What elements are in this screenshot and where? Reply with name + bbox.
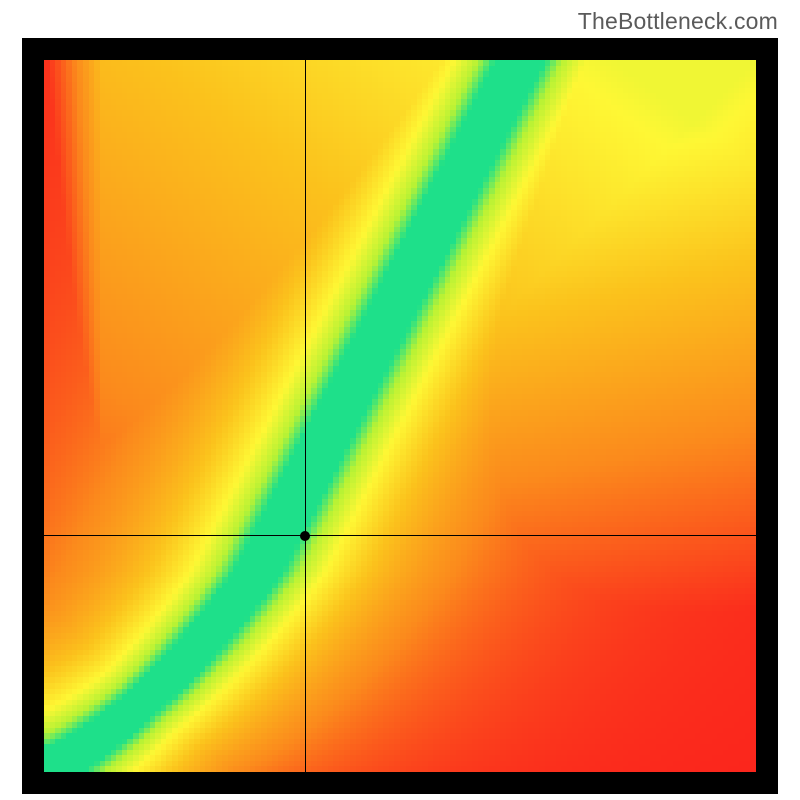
- crosshair-vertical: [305, 60, 307, 772]
- watermark-text: TheBottleneck.com: [578, 8, 778, 35]
- crosshair-horizontal: [44, 535, 756, 537]
- plot-border: [22, 38, 778, 794]
- plot-area: [44, 60, 756, 772]
- heatmap-canvas: [44, 60, 756, 772]
- crosshair-marker: [300, 531, 310, 541]
- frame: TheBottleneck.com: [0, 0, 800, 800]
